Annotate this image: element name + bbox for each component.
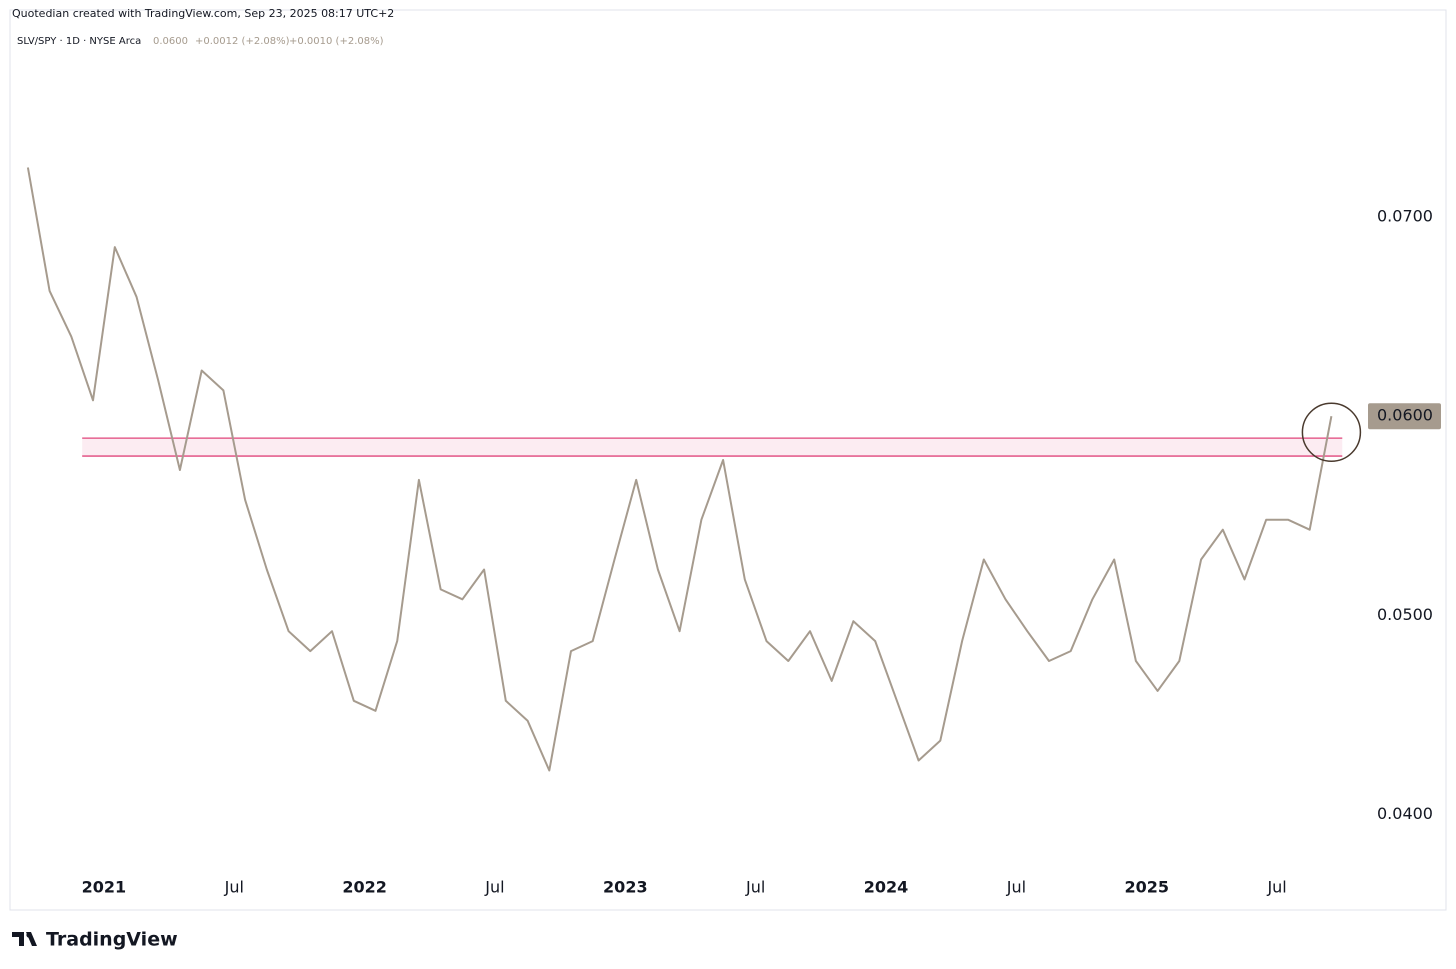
logo-icon	[12, 932, 37, 946]
legend-last: 0.0600	[153, 36, 188, 47]
x-tick-label: Jul	[1266, 878, 1286, 897]
header: Quotedian created with TradingView.com, …	[12, 7, 394, 20]
x-tick-label: Jul	[484, 878, 504, 897]
brand: TradingView	[46, 929, 178, 951]
x-tick-label: 2021	[82, 878, 127, 897]
y-tick-label: 0.0400	[1377, 804, 1433, 823]
price-label-box	[1368, 403, 1441, 430]
x-tick-label: 2023	[603, 878, 648, 897]
y-tick-label: 0.0500	[1377, 605, 1433, 624]
highlight-circle	[1301, 402, 1362, 462]
x-tick-label: 2024	[864, 878, 909, 897]
x-tick-label: Jul	[1006, 878, 1026, 897]
chart-frame	[9, 9, 1447, 911]
legend-change: +0.0012 (+2.08%)	[195, 36, 290, 47]
zone	[82, 438, 1343, 457]
x-tick-label: Jul	[224, 878, 244, 897]
legend-symbol: SLV/SPY · 1D · NYSE Arca	[17, 36, 141, 47]
logo-dot	[26, 932, 32, 938]
x-tick-label: Jul	[745, 878, 765, 897]
price-line	[26, 167, 1333, 772]
y-tick-label: 0.0700	[1377, 207, 1433, 226]
x-tick-label: 2022	[342, 878, 387, 897]
brand-logo	[12, 932, 37, 946]
x-tick-label: 2025	[1124, 878, 1169, 897]
legend-change2: +0.0010 (+2.08%)	[289, 36, 384, 47]
price-label: 0.0600	[1377, 406, 1433, 425]
